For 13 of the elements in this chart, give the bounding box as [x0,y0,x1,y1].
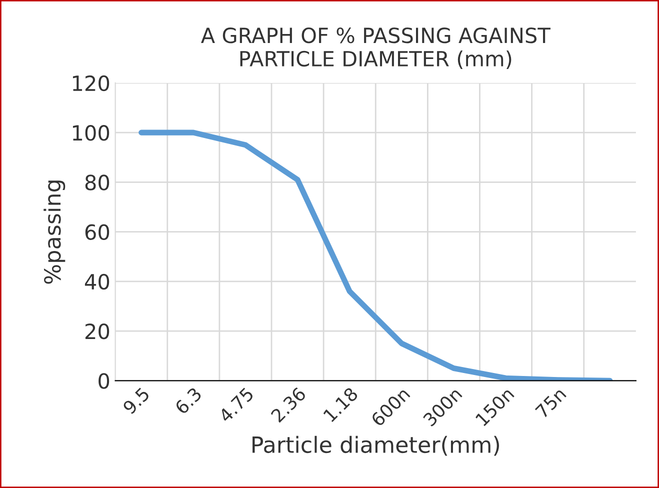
x-tick-label: 9.5 [122,386,150,415]
y-tick-label: 120 [72,75,110,92]
x-axis-title: Particle diameter(mm) [252,436,499,456]
y-tick-label: 80 [85,174,110,190]
y-tick-label: 60 [85,224,110,240]
y-tick-label: 40 [84,274,110,290]
y-axis-title: %passing [44,180,66,284]
chart-title: A GRAPH OF % PASSING AGAINST PARTICLE DIAMETER (mm) [201,28,550,70]
y-tick-label: 100 [72,125,110,141]
x-tick-label: 6.3 [174,386,202,415]
y-tick-label: 20 [85,323,110,340]
x-tick-label: 75n [534,386,567,419]
y-tick-label: 0 [98,373,110,389]
